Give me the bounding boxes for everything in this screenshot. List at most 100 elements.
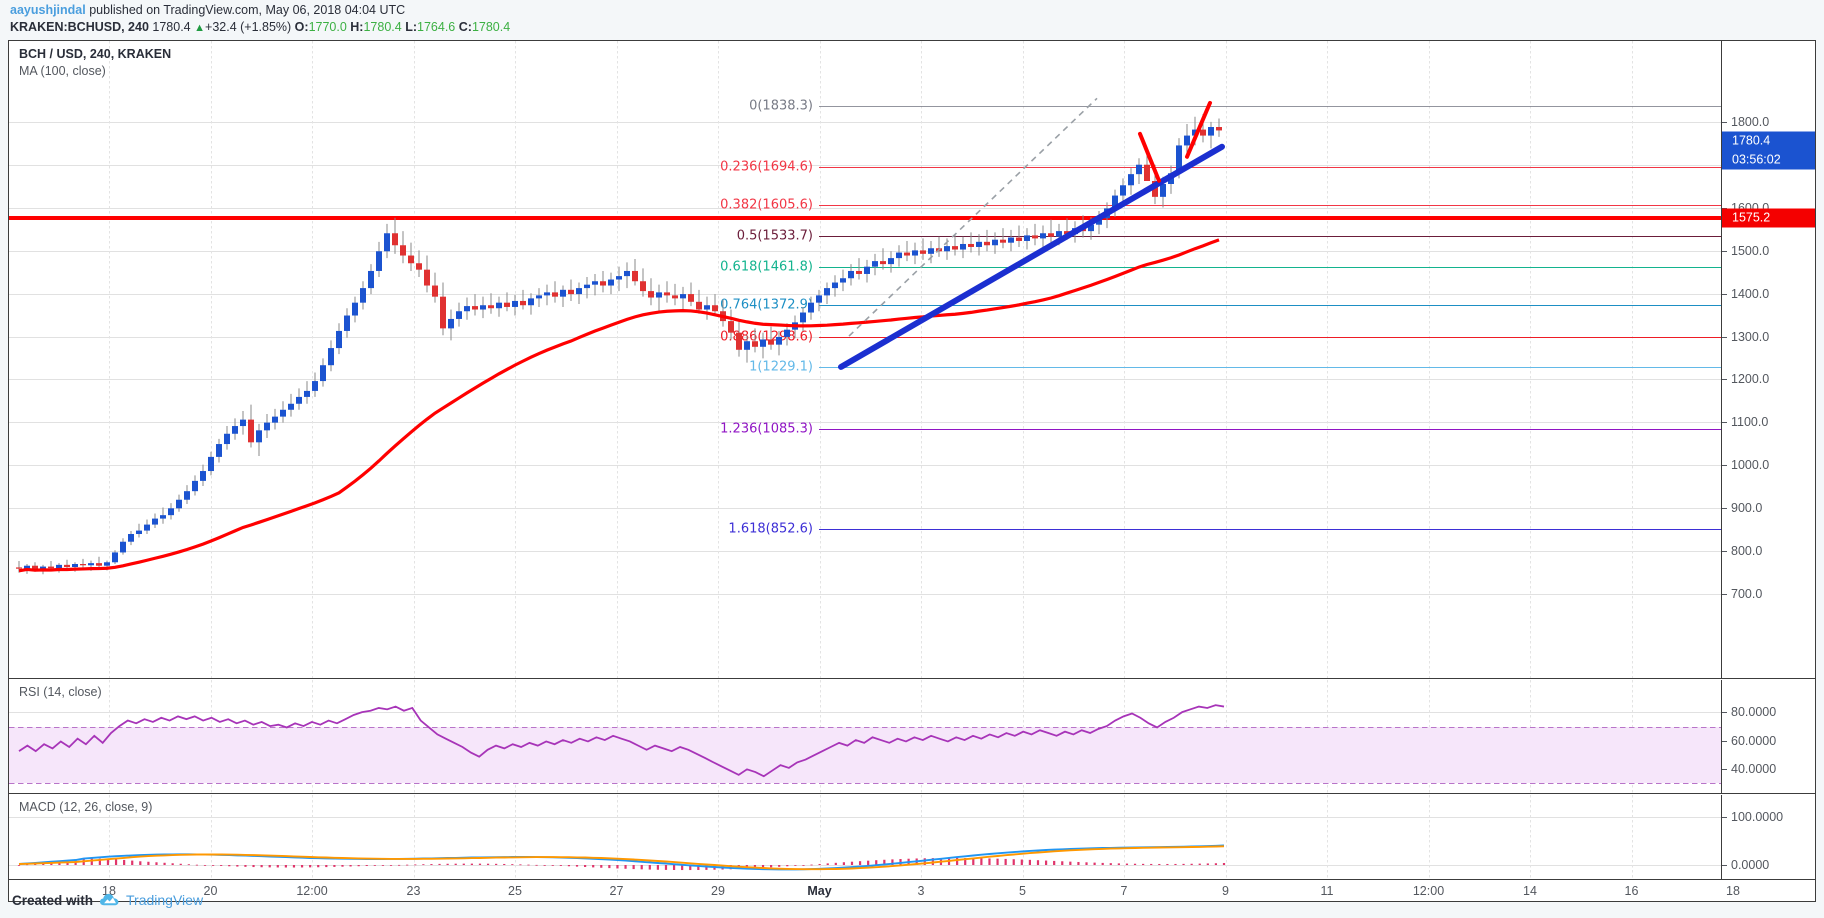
price-axis-tick-label: 1300.0: [1731, 329, 1770, 344]
rsi-axis-tick-label: 80.0000: [1731, 705, 1777, 720]
last-price-badge[interactable]: 1780.4: [1722, 131, 1815, 151]
vertical-gridline: [1428, 41, 1430, 678]
price-axis-tick-label: 1800.0: [1731, 115, 1770, 129]
rsi-band-edge: [9, 726, 1721, 728]
quote-line: KRAKEN:BCHUSD, 240 1780.4 ▲+32.4 (+1.85%…: [10, 19, 1824, 37]
created-with-label: Created with: [12, 892, 94, 908]
vertical-gridline: [718, 795, 719, 879]
price-pane[interactable]: 0(1838.3) 0.236(1694.6) 0.382(1605.6) 0.5(1…: [9, 41, 1815, 679]
price-axis-tick-mark: [1722, 594, 1727, 595]
vertical-gridline: [210, 795, 212, 879]
rsi-band-edge: [9, 782, 1721, 784]
vertical-gridline: [1530, 795, 1531, 879]
horizontal-gridline: [9, 594, 1721, 595]
projection-arrow-up[interactable]: [1185, 100, 1212, 159]
price-axis-tick-mark: [1722, 508, 1727, 510]
open-label: O:: [294, 20, 309, 34]
time-axis-label: 23: [406, 884, 421, 898]
macd-pane[interactable]: MACD (12, 26, close, 9) 100.0000 0.0000: [9, 795, 1815, 879]
vertical-gridline: [515, 41, 516, 678]
time-axis-label: 3: [917, 884, 925, 898]
rsi-axis-tick-label: 60.0000: [1731, 733, 1777, 748]
vertical-gridline: [718, 41, 719, 678]
horizontal-gridline: [9, 422, 1721, 424]
horizontal-gridline: [9, 293, 1721, 295]
fib-level-label: 1.618(852.6): [728, 521, 813, 537]
time-axis-label: 9: [1222, 884, 1229, 898]
price-axis-tick-mark: [1722, 379, 1727, 381]
dashed-channel-line[interactable]: [848, 97, 1098, 337]
fib-level-line: [819, 105, 1721, 107]
fib-level-label: 0.764(1372.9): [720, 297, 813, 313]
vertical-gridline: [413, 41, 415, 678]
price-axis-tick-mark: [1722, 422, 1727, 424]
last-price: 1780.4: [152, 20, 191, 34]
macd-series-overlay: [17, 844, 1226, 871]
price-axis-tick-mark: [1722, 336, 1727, 338]
vertical-gridline: [1631, 41, 1633, 678]
projection-arrow-down[interactable]: [1138, 131, 1161, 183]
vertical-gridline: [616, 41, 618, 678]
vertical-gridline: [1124, 795, 1125, 879]
vertical-gridline: [515, 795, 516, 879]
footer: Created with TradingView: [0, 892, 1824, 918]
rsi-axis-tick-mark: [1722, 712, 1727, 714]
up-triangle-icon: ▲: [194, 22, 206, 34]
price-axis-tick-mark: [1722, 465, 1727, 467]
resistance-price-badge[interactable]: 1575.2: [1722, 208, 1815, 228]
time-axis-label: May: [807, 884, 832, 898]
horizontal-gridline: [9, 551, 1721, 553]
fib-level-line: [819, 267, 1721, 269]
macd-line: [18, 844, 1225, 871]
fib-level-line: [819, 366, 1721, 368]
time-axis-label: 16: [1624, 884, 1639, 898]
time-axis-label: 5: [1019, 884, 1026, 898]
macd-signal-line: [18, 845, 1225, 871]
price-axis-tick-label: 1100.0: [1731, 415, 1769, 430]
macd-axis[interactable]: 100.0000 0.0000: [1721, 795, 1815, 879]
price-axis-tick-label: 1500.0: [1731, 243, 1770, 258]
price-axis-tick-mark: [1722, 122, 1727, 123]
vertical-gridline: [413, 795, 415, 879]
vertical-gridline: [210, 41, 212, 678]
price-axis-tick-label: 900.0: [1731, 501, 1763, 516]
rsi-axis-tick-mark: [1722, 740, 1727, 742]
macd-plot-area[interactable]: [9, 795, 1721, 879]
vertical-gridline: [819, 41, 821, 678]
vertical-gridline: [1022, 795, 1024, 879]
horizontal-gridline: [9, 164, 1721, 166]
low-label: L:: [405, 20, 418, 34]
time-axis-label: 12:00: [296, 884, 328, 898]
vertical-gridline: [1428, 795, 1430, 879]
close-value: 1780.4: [471, 20, 511, 34]
time-axis[interactable]: 18 20 12:00 23 25 27 29 May 3 5 7 9 11 12:00 14 16 18: [8, 880, 1816, 902]
price-pane-indicator: MA (100, close): [19, 64, 106, 78]
chart-frame: 0(1838.3) 0.236(1694.6) 0.382(1605.6) 0.5(1…: [8, 40, 1816, 880]
time-axis-label: 11: [1320, 884, 1334, 898]
author-name[interactable]: aayushjindal: [10, 3, 86, 17]
vertical-gridline: [1530, 41, 1531, 678]
vertical-gridline: [921, 795, 922, 879]
horizontal-gridline: [9, 336, 1721, 338]
rsi-pane[interactable]: RSI (14, close) 80.0000 60.0000 40.0000: [9, 680, 1815, 794]
resistance-line[interactable]: [9, 216, 1721, 221]
price-plot-area[interactable]: 0(1838.3) 0.236(1694.6) 0.382(1605.6) 0.5(1…: [9, 41, 1721, 678]
price-axis-tick-label: 800.0: [1731, 544, 1763, 559]
fib-level-line: [819, 428, 1721, 430]
time-axis-label: 27: [609, 884, 624, 898]
fib-level-label: 0(1838.3): [749, 98, 813, 114]
price-axis[interactable]: 1800.01700.01600.01500.01400.01300.01200…: [1721, 41, 1815, 678]
rsi-axis[interactable]: 80.0000 60.0000 40.0000: [1721, 680, 1815, 793]
rsi-plot-area[interactable]: [9, 680, 1721, 793]
macd-axis-tick-mark: [1722, 865, 1727, 866]
vertical-gridline: [819, 795, 821, 879]
horizontal-gridline: [9, 817, 1721, 818]
fib-level-label: 0.382(1605.6): [720, 197, 813, 213]
uptrend-support-line[interactable]: [838, 143, 1225, 370]
symbol-label[interactable]: KRAKEN:BCHUSD, 240: [10, 20, 149, 34]
time-axis-label: 25: [508, 884, 522, 898]
tradingview-brand[interactable]: TradingView: [126, 892, 204, 908]
price-change: +32.4 (+1.85%): [205, 20, 292, 34]
vertical-gridline: [1327, 795, 1328, 879]
